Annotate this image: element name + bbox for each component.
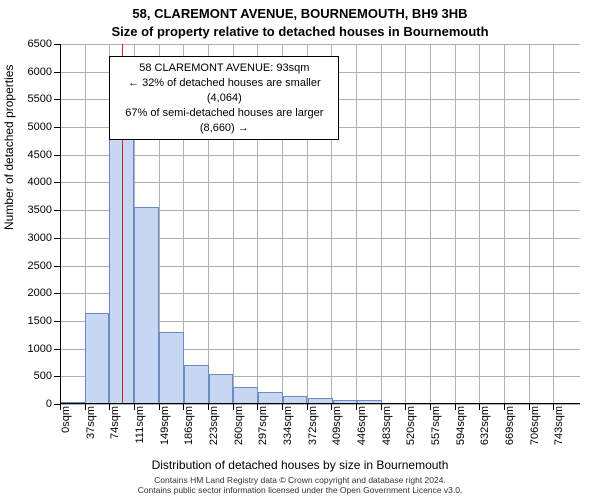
chart-title-line1: 58, CLAREMONT AVENUE, BOURNEMOUTH, BH9 3…	[0, 6, 600, 21]
gridline-vertical	[479, 44, 480, 404]
footer-line1: Contains HM Land Registry data © Crown c…	[0, 475, 600, 486]
xtick-label: 372sqm	[307, 406, 319, 445]
xtick-label: 260sqm	[233, 406, 245, 445]
bar	[85, 313, 110, 404]
footer-attribution: Contains HM Land Registry data © Crown c…	[0, 473, 600, 500]
xtick-label: 223sqm	[208, 406, 220, 445]
annotation-box: 58 CLAREMONT AVENUE: 93sqm← 32% of detac…	[109, 56, 339, 140]
ytick-label: 0	[16, 398, 52, 410]
xtick-label: 111sqm	[134, 406, 146, 444]
ytick-label: 3000	[16, 232, 52, 244]
gridline-vertical	[405, 44, 406, 404]
ytick-label: 2000	[16, 287, 52, 299]
xtick-label: 149sqm	[159, 406, 171, 445]
plot-area: 0500100015002000250030003500400045005000…	[60, 44, 580, 404]
chart-container: { "title_line1": "58, CLAREMONT AVENUE, …	[0, 0, 600, 500]
xtick-label: 743sqm	[553, 406, 565, 445]
gridline-vertical	[356, 44, 357, 404]
xtick-label: 0sqm	[60, 406, 72, 433]
xtick-label: 669sqm	[504, 406, 516, 445]
ytick-label: 6500	[16, 38, 52, 50]
xtick-label: 483sqm	[381, 406, 393, 445]
bar	[184, 365, 209, 404]
footer-line2: Contains public sector information licen…	[0, 485, 600, 496]
gridline-vertical	[504, 44, 505, 404]
ytick-label: 2500	[16, 260, 52, 272]
bar	[159, 332, 184, 404]
xtick-label: 297sqm	[257, 406, 269, 445]
gridline-vertical	[529, 44, 530, 404]
ytick-label: 6000	[16, 66, 52, 78]
bar	[209, 374, 234, 404]
annotation-line2: ← 32% of detached houses are smaller (4,…	[118, 76, 330, 106]
xtick-label: 334sqm	[282, 406, 294, 445]
xtick-label: 520sqm	[405, 406, 417, 445]
chart-title-line2: Size of property relative to detached ho…	[0, 24, 600, 39]
gridline-vertical	[430, 44, 431, 404]
ytick-label: 500	[16, 370, 52, 382]
xtick-label: 557sqm	[430, 406, 442, 445]
bar	[134, 207, 159, 404]
gridline-horizontal	[60, 44, 580, 45]
ytick-label: 5500	[16, 93, 52, 105]
xtick-label: 446sqm	[356, 406, 368, 445]
xtick-label: 706sqm	[529, 406, 541, 445]
y-axis	[60, 44, 61, 404]
x-axis	[60, 403, 580, 404]
x-axis-label: Distribution of detached houses by size …	[0, 458, 600, 472]
ytick-label: 1500	[16, 315, 52, 327]
ytick-label: 3500	[16, 204, 52, 216]
xtick-label: 186sqm	[183, 406, 195, 445]
gridline-vertical	[381, 44, 382, 404]
gridline-vertical	[455, 44, 456, 404]
annotation-line3: 67% of semi-detached houses are larger (…	[118, 106, 330, 136]
gridline-horizontal	[60, 182, 580, 183]
annotation-line1: 58 CLAREMONT AVENUE: 93sqm	[118, 61, 330, 76]
gridline-horizontal	[60, 404, 580, 405]
ytick-label: 4000	[16, 176, 52, 188]
xtick-label: 74sqm	[109, 406, 121, 439]
xtick-label: 409sqm	[331, 406, 343, 445]
ytick-label: 5000	[16, 121, 52, 133]
xtick-label: 632sqm	[479, 406, 491, 445]
ytick-label: 4500	[16, 149, 52, 161]
xtick-label: 594sqm	[455, 406, 467, 445]
ytick-label: 1000	[16, 343, 52, 355]
y-axis-label: Number of detached properties	[2, 65, 16, 230]
xtick-label: 37sqm	[85, 406, 97, 439]
bar	[233, 387, 258, 404]
gridline-vertical	[553, 44, 554, 404]
gridline-horizontal	[60, 155, 580, 156]
